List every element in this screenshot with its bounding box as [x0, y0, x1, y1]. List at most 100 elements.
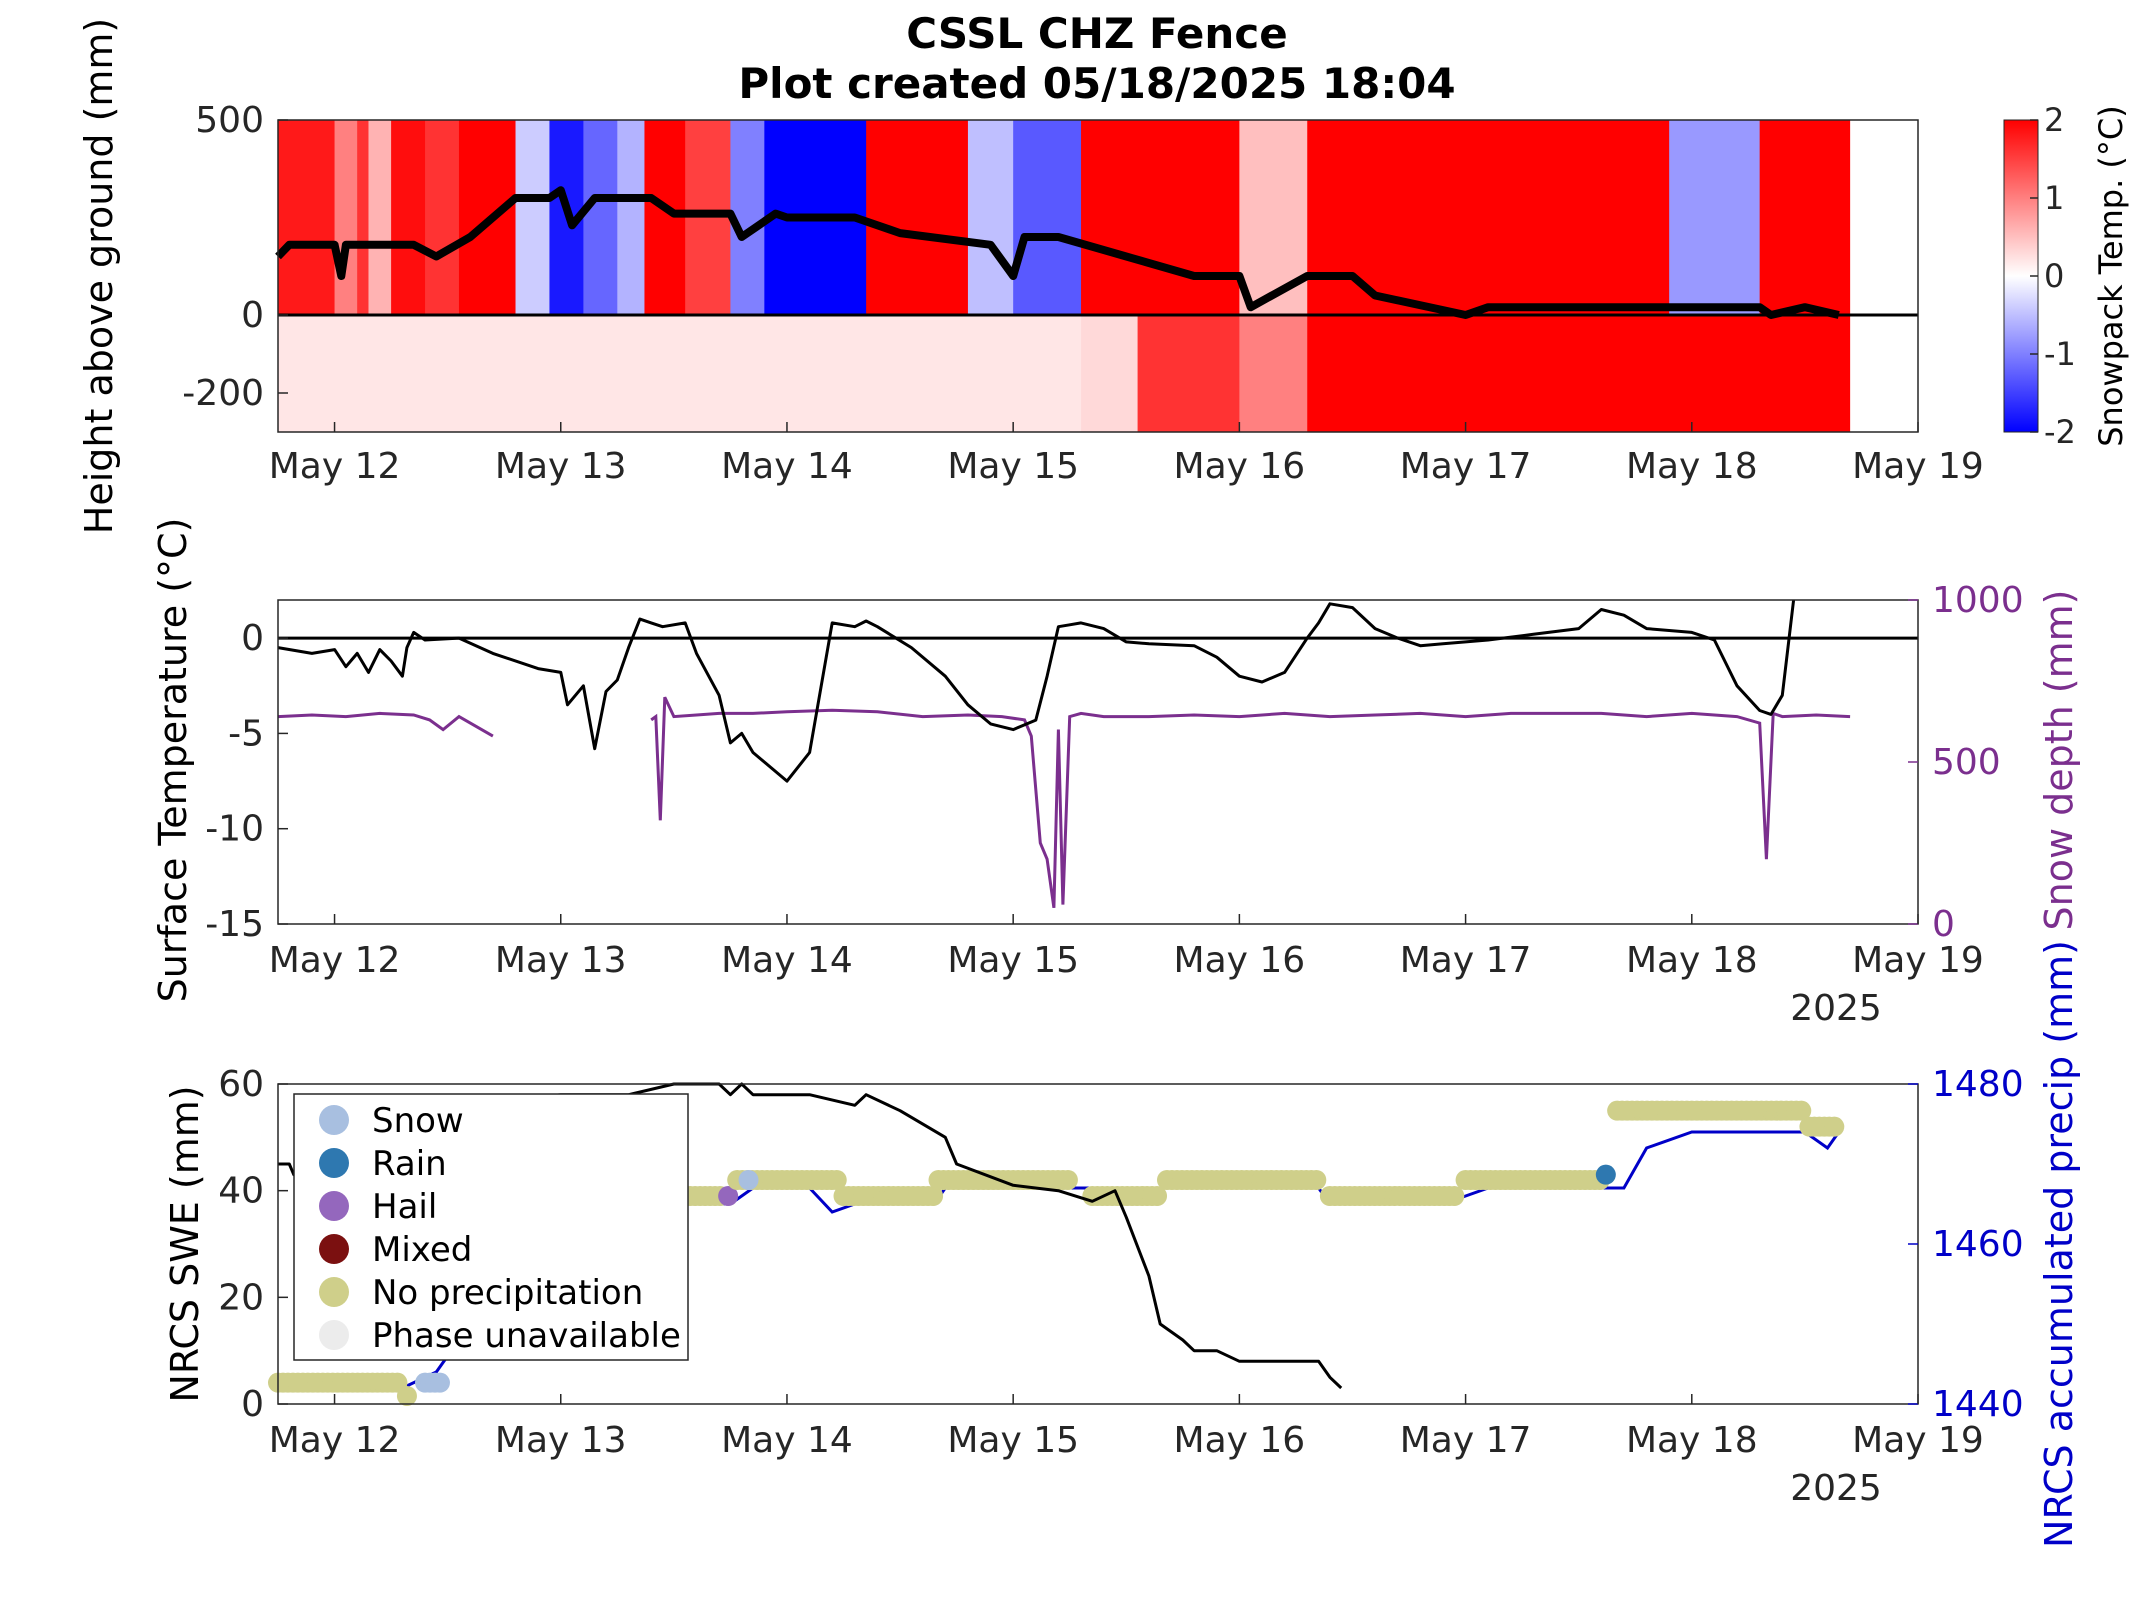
heatmap-cell-above — [1623, 120, 1670, 315]
y-tick-label: 40 — [218, 1171, 264, 1212]
phase-marker — [1057, 1170, 1078, 1190]
heatmap-cell-below — [334, 315, 358, 432]
heatmap-cell-below — [583, 315, 618, 432]
heatmap-cell-below — [820, 315, 867, 432]
x-tick-label: May 18 — [1626, 940, 1758, 981]
heatmap-cell-below — [368, 315, 392, 432]
colorbar-label: Snowpack Temp. (°C) — [2092, 105, 2130, 447]
heatmap-cell-below — [1759, 315, 1851, 432]
phase-marker — [429, 1372, 450, 1393]
x-tick-label: May 16 — [1174, 446, 1306, 487]
y-tick-label: 500 — [195, 100, 264, 141]
chart-title-line2: Plot created 05/18/2025 18:04 — [738, 59, 1455, 108]
legend-box — [293, 1093, 689, 1361]
x-tick-label: May 18 — [1626, 446, 1758, 487]
heatmap-cell-below — [617, 315, 645, 432]
phase-marker — [1824, 1116, 1845, 1137]
right-y-tick-label: 1000 — [1932, 580, 2024, 621]
heatmap-cell-above — [334, 120, 358, 315]
x-tick-label: May 15 — [947, 1420, 1079, 1461]
heatmap-cell-below — [685, 315, 731, 432]
colorbar-ticks: 2 1 0 -1 -2 — [2030, 101, 2076, 451]
panel2-y-ticks: 0 -5 -10 -15 — [205, 618, 288, 945]
phase-marker — [718, 1186, 739, 1206]
heatmap-cell-above — [1081, 120, 1139, 315]
phase-marker — [396, 1386, 417, 1406]
panel3-ylabel: NRCS SWE (mm) — [163, 1085, 207, 1402]
heatmap-cell-above — [583, 120, 618, 315]
x-tick-label: May 12 — [269, 446, 401, 487]
legend-marker — [319, 1148, 349, 1178]
x-tick-label: May 17 — [1400, 1420, 1532, 1461]
heatmap-cell-below — [730, 315, 765, 432]
x-tick-label: May 12 — [269, 1420, 401, 1461]
panel3-x-ticks: May 12 May 13 May 14 May 15 May 16 May 17 May … — [269, 1394, 1984, 1461]
snow-depth-segment — [277, 711, 494, 738]
y-tick-label: -15 — [205, 904, 264, 945]
heatmap-cell-below — [1239, 315, 1308, 432]
phase-marker — [1791, 1100, 1812, 1121]
x-tick-label: May 12 — [269, 940, 401, 981]
heatmap-cell-below — [278, 315, 336, 432]
y-tick-label: -10 — [205, 809, 264, 850]
right-y-tick-label: 1460 — [1932, 1224, 2024, 1265]
heatmap-cell-below — [1013, 315, 1082, 432]
heatmap-cell-below — [1669, 315, 1761, 432]
y-tick-label: 0 — [241, 618, 264, 659]
y-tick-label: -5 — [228, 713, 264, 754]
heatmap-cell-below — [549, 315, 584, 432]
heatmap-cell-above — [1420, 120, 1625, 315]
heatmap-cell-below — [1307, 315, 1421, 432]
right-y-tick-label: 1480 — [1932, 1064, 2024, 1105]
right-y-tick-label: 1440 — [1932, 1384, 2024, 1425]
heatmap-cell-above — [357, 120, 369, 315]
legend-marker — [319, 1234, 349, 1264]
panel3-ylabel-right: NRCS accumulated precip (mm) — [2037, 940, 2081, 1548]
colorbar-tick-label: 0 — [2044, 257, 2064, 295]
phase-marker — [826, 1170, 847, 1190]
heatmap-cell-below — [515, 315, 550, 432]
panel3-right-y-ticks: 1480 1460 1440 — [1908, 1064, 2024, 1425]
y-tick-label: 0 — [241, 295, 264, 336]
heatmap-cell-below — [764, 315, 822, 432]
heatmap-cell-above — [515, 120, 550, 315]
snow-depth-series — [277, 696, 1851, 909]
heatmap-cell-below — [967, 315, 1014, 432]
heatmap-cell-above — [425, 120, 460, 315]
x-tick-label: May 19 — [1852, 1420, 1984, 1461]
heatmap-cell-above — [1013, 120, 1082, 315]
x-tick-label: May 19 — [1852, 446, 1984, 487]
x-tick-label: May 14 — [721, 940, 853, 981]
colorbar: 2 1 0 -1 -2 Snowpack Temp. (°C) — [2003, 101, 2130, 451]
heatmap-cell-below — [357, 315, 369, 432]
y-tick-label: 20 — [218, 1277, 264, 1318]
x-tick-label: May 14 — [721, 446, 853, 487]
phase-marker — [1444, 1186, 1465, 1206]
panel1-frame — [277, 119, 1919, 433]
panel3-year-label: 2025 — [1790, 1468, 1882, 1509]
panel1-x-ticks: May 12 May 13 May 14 May 15 May 16 May 17 May … — [269, 422, 1984, 487]
heatmap-cell-above — [617, 120, 645, 315]
colorbar-tick-label: 2 — [2044, 101, 2064, 139]
panel2-x-ticks: May 12 May 13 May 14 May 15 May 16 May 17 May … — [269, 914, 1984, 981]
phase-marker — [1147, 1186, 1168, 1206]
legend-label: Phase unavailable — [372, 1316, 681, 1356]
heatmap-cell-below — [391, 315, 426, 432]
panel2-ylabel-right: Snow depth (mm) — [2037, 590, 2081, 931]
legend-label: Rain — [372, 1144, 447, 1184]
y-tick-label: 60 — [218, 1064, 264, 1105]
heatmap-cell-below — [1420, 315, 1625, 432]
heatmap-cell-above — [967, 120, 1014, 315]
heatmap-cell-below — [866, 315, 924, 432]
panel2-ylabel: Surface Temperature (°C) — [151, 518, 195, 1003]
heatmap-cell-below — [1081, 315, 1139, 432]
snow-depth-line — [275, 186, 1840, 319]
legend-label: Hail — [372, 1187, 437, 1227]
x-tick-label: May 13 — [495, 446, 627, 487]
right-y-tick-label: 0 — [1932, 904, 1955, 945]
heatmap-cell-below — [1623, 315, 1670, 432]
heatmap-cell-above — [1759, 120, 1851, 315]
phase-marker — [738, 1170, 759, 1190]
